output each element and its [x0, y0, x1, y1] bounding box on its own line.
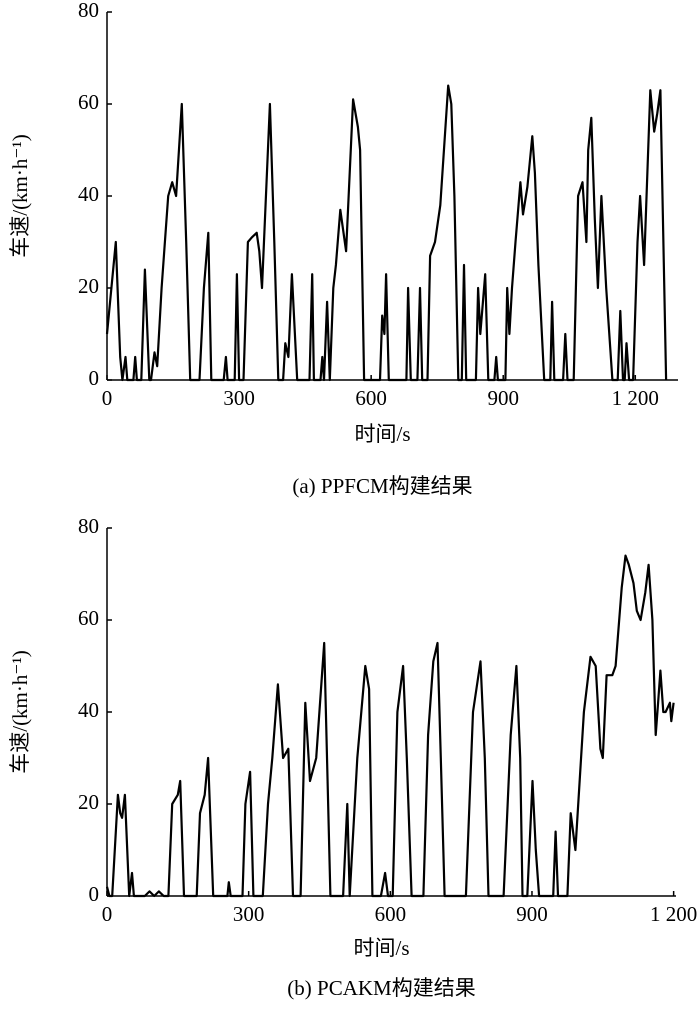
y-tick-label: 0: [89, 882, 100, 906]
x-tick-label: 900: [487, 386, 519, 410]
chart: 0 20 40 60 80 0 300 600 900 1 200 时间/s 车速/(km·h⁻¹) (…: [8, 0, 678, 498]
y-tick-label: 20: [78, 274, 99, 298]
data-line: [105, 84, 668, 382]
x-axis-label: 时间/s: [354, 422, 410, 446]
x-tick-label: 300: [233, 902, 265, 926]
y-tick-label: 60: [78, 606, 99, 630]
y-tick-label: 80: [78, 0, 99, 22]
x-tick-label: 600: [355, 386, 387, 410]
x-tick-label: 0: [102, 902, 113, 926]
caption: (b) PCAKM构建结果: [287, 976, 475, 1000]
x-tick-label: 1 200: [650, 902, 697, 926]
y-tick-label: 0: [89, 366, 100, 390]
y-axis-label: 车速/(km·h⁻¹): [8, 650, 32, 774]
x-tick-label: 900: [516, 902, 548, 926]
y-tick-label: 40: [78, 698, 99, 722]
x-tick-label: 300: [223, 386, 255, 410]
x-axis-label: 时间/s: [353, 936, 409, 960]
x-tick-label: 600: [375, 902, 407, 926]
chart: 0 20 40 60 80 0 300 600 900 1 200 时间/s 车速/(km·h⁻¹) (…: [8, 514, 697, 1000]
data-line: [105, 554, 675, 898]
caption: (a) PPFCM构建结果: [292, 474, 472, 498]
y-tick-label: 40: [78, 182, 99, 206]
x-tick-label: 1 200: [612, 386, 659, 410]
y-tick-label: 60: [78, 90, 99, 114]
y-axis-label: 车速/(km·h⁻¹): [8, 134, 32, 258]
y-tick-label: 80: [78, 514, 99, 538]
y-tick-label: 20: [78, 790, 99, 814]
x-tick-label: 0: [102, 386, 113, 410]
